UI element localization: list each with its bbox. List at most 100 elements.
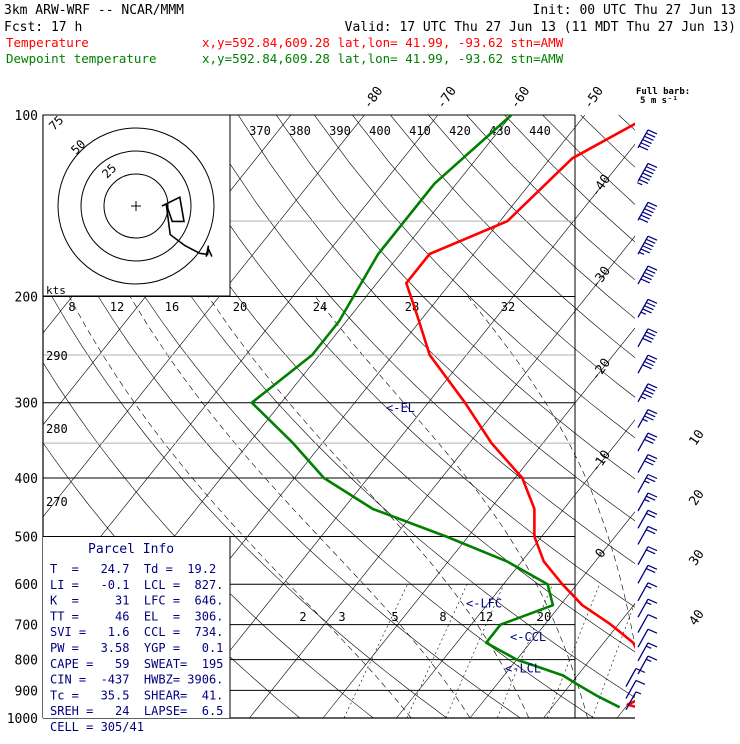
pressure-tick-label: 800 — [15, 654, 38, 669]
wind-barb — [638, 329, 657, 347]
wind-barb-flag — [648, 526, 657, 530]
dry-adiabat-label: 270 — [46, 495, 68, 509]
init-time: Init: 00 UTC Thu 27 Jun 13 — [533, 3, 737, 18]
wind-barb-flag — [646, 513, 655, 517]
theta-label: 370 — [249, 124, 271, 138]
isotherm-label: -30 — [588, 264, 614, 292]
theta-e-label: 16 — [165, 300, 179, 314]
parcel-info-title: Parcel Info — [88, 542, 174, 557]
isotherm-label: 0 — [593, 546, 610, 561]
wind-barb-half-flag — [644, 499, 649, 501]
dry-adiabat-line — [238, 115, 740, 718]
moist-adiabat-line — [468, 297, 647, 719]
wind-barb-flag — [644, 439, 653, 443]
wind-barb — [638, 433, 657, 451]
wind-barb-flag — [644, 362, 653, 366]
wind-barbs — [626, 130, 657, 710]
dry-adiabat-label: 280 — [46, 422, 68, 436]
wind-barb-flag — [646, 332, 655, 336]
wind-barb-half-flag — [646, 659, 651, 661]
dry-adiabat-line — [276, 115, 740, 718]
wind-barb-half-flag — [646, 586, 651, 588]
wind-barb — [638, 384, 657, 402]
parcel-info-row: PW = 3.58 YGP = 0.1 — [50, 641, 223, 655]
wind-barb-flag — [648, 493, 657, 497]
wind-barb-flag — [639, 179, 648, 183]
wind-barb-flag — [639, 218, 648, 222]
mixing-ratio-label: 12 — [479, 610, 493, 624]
parcel-info-row: CELL = 305/41 — [50, 720, 144, 734]
wind-barb — [638, 266, 657, 284]
wind-barb-flag — [644, 243, 653, 247]
wind-barb-flag — [648, 130, 657, 134]
theta-label: 440 — [529, 124, 551, 138]
dry-adiabat-line — [505, 115, 740, 718]
dry-adiabat-line — [581, 115, 740, 718]
model-title: 3km ARW-WRF -- NCAR/MMM — [4, 3, 184, 18]
wind-barb-flag — [644, 335, 653, 339]
wind-barb-flag — [648, 629, 657, 633]
wind-barb-flag — [643, 338, 652, 342]
mixing-ratio-line — [497, 584, 552, 718]
legend-dewpoint-info: x,y=592.84,609.28 lat,lon= 41.99, -93.62… — [202, 51, 564, 66]
wind-barb-flag — [648, 202, 657, 206]
wind-barb-flag — [636, 680, 645, 684]
wind-barb-flag — [643, 365, 652, 369]
profiles — [252, 115, 659, 713]
wind-barb-staff — [638, 615, 648, 633]
wind-barb-flag — [646, 413, 655, 417]
wind-barb — [638, 565, 657, 583]
wind-barb-flag — [648, 355, 657, 359]
pressure-tick-label: 600 — [15, 578, 38, 593]
pressure-tick-label: 200 — [15, 291, 38, 306]
wind-barb-flag — [644, 136, 653, 140]
pressure-tick-label: 900 — [15, 684, 38, 699]
wind-barb-flag — [646, 206, 655, 210]
isotherm-line — [250, 115, 732, 718]
isotherm-line — [617, 115, 740, 718]
wind-barb-flag — [644, 461, 653, 465]
wind-barb — [638, 202, 657, 222]
isotherm-label: -80 — [361, 84, 387, 112]
wind-barb-half-flag — [639, 252, 644, 254]
isotherm-label: -60 — [508, 84, 534, 112]
parcel-info-row: SREH = 24 LAPSE= 6.5 — [50, 704, 223, 718]
wind-barb-half-flag — [636, 692, 641, 694]
wind-barb-flag — [648, 547, 657, 551]
wind-barb-flag — [646, 569, 655, 573]
wind-barb-flag — [648, 643, 657, 647]
wind-barb-flag — [648, 266, 657, 270]
wind-barb — [637, 163, 657, 184]
wind-barb-flag — [646, 530, 655, 534]
wind-barb-flag — [641, 143, 650, 147]
mixing-ratio-line — [547, 584, 599, 718]
isotherm-label: 20 — [686, 487, 707, 508]
level-marker-ccl: <-CCL — [510, 630, 546, 644]
wind-barb — [638, 493, 657, 511]
theta-label: 400 — [369, 124, 391, 138]
wind-barb-flag — [641, 176, 650, 180]
pressure-tick-label: 1000 — [7, 712, 38, 727]
wind-barb-flag — [646, 133, 655, 137]
dewpoint-profile — [252, 115, 620, 707]
valid-time: Valid: 17 UTC Thu 27 Jun 13 (11 MDT Thu … — [345, 20, 736, 35]
wind-barb-flag — [643, 212, 652, 216]
isotherm-label: -20 — [588, 356, 614, 384]
forecast-hour: Fcst: 17 h — [4, 20, 82, 35]
wind-barb-flag — [644, 273, 653, 277]
wind-barb — [638, 299, 657, 317]
wind-barb-flag — [644, 416, 653, 420]
wind-barb-half-flag — [643, 419, 648, 421]
wind-barb-flag — [648, 510, 657, 514]
theta-e-label: 32 — [501, 300, 515, 314]
isotherm-label: -40 — [588, 172, 614, 200]
theta-e-label: 24 — [313, 300, 327, 314]
wind-barb-flag — [641, 279, 650, 283]
wind-barb-flag — [643, 173, 652, 177]
mixing-ratio-label: 2 — [299, 610, 306, 624]
dry-adiabat-line — [390, 115, 740, 718]
dry-adiabat-line — [314, 115, 740, 718]
wind-barb — [638, 355, 657, 373]
theta-label: 410 — [409, 124, 431, 138]
